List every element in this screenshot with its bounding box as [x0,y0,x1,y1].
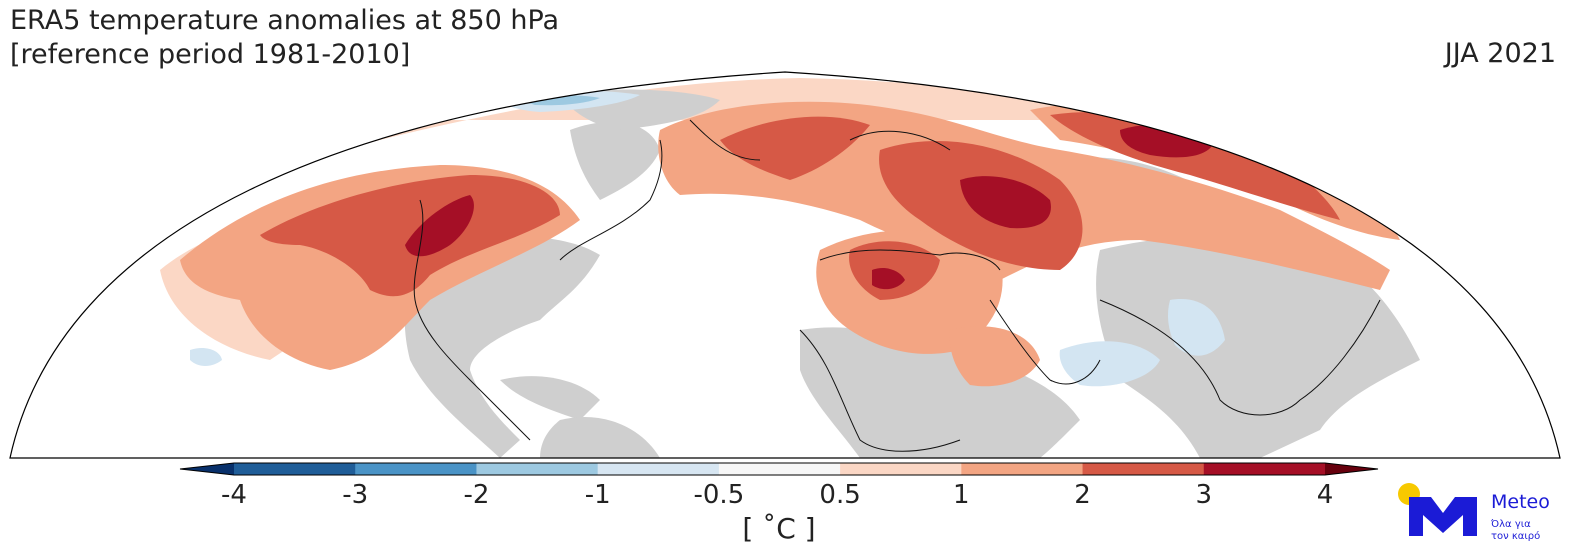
north-africa-extreme [872,268,905,290]
north-atlantic-strong [720,116,870,180]
colorbar-segment [234,463,356,475]
meteo-logo-mark [1398,483,1477,536]
na-west-strong [260,175,560,297]
logo-tagline-1: Όλα για [1491,519,1531,530]
logo-tagline-2: τον καιρό [1491,531,1541,542]
colorbar [179,462,1379,476]
colorbar-segment [1203,463,1326,475]
colorbar-segment [355,463,477,475]
map-outline [9,71,1561,459]
colorbar-segment [961,463,1084,475]
africa-land [800,327,1080,458]
colorbar-extend-low [180,463,234,475]
logo-name: Meteo [1491,491,1550,513]
russia-extreme [960,176,1051,229]
arabian-sea-cool [1059,341,1160,387]
colorbar-segment [476,463,599,475]
colorbar-extend-high [1325,463,1378,475]
colorbar-tick-label: -3 [342,480,369,510]
anomaly-map [9,71,1561,459]
north-america-land [404,236,600,458]
colorbar-tick-label: 1 [953,480,970,510]
map-subtitle: [reference period 1981-2010] [10,39,411,70]
colorbar-tick-label: -4 [221,480,247,510]
colorbar-tick-label: -2 [463,480,490,510]
colorbar-segment [597,463,720,475]
colorbar-tick-label: 0.5 [819,480,861,510]
title-block: ERA5 temperature anomalies at 850 hPa [r… [10,4,559,72]
m-mark-icon [1409,497,1477,536]
season-label: JJA 2021 [1444,38,1556,69]
greenland-neutral [570,121,660,200]
meteo-logo: Meteo Όλα για τον καιρό [1397,481,1567,551]
colorbar-tick-label: -0.5 [693,480,745,510]
map-title: ERA5 temperature anomalies at 850 hPa [10,5,560,36]
coastlines [413,119,1381,452]
south-america-land [540,416,660,458]
na-pacific-nw-extreme [405,195,474,257]
colorbar-segment [718,463,841,475]
colorbar-segment [1082,463,1205,475]
colorbar-segment [840,463,962,475]
colorbar-tick-label: 2 [1074,480,1091,510]
colorbar-tick-label: 3 [1195,480,1213,510]
middle-east-warm [949,326,1040,387]
asia-land [1096,236,1420,458]
pacific-cool [190,348,222,366]
colorbar-outline [179,462,1379,476]
colorbar-tick-label: 4 [1316,480,1334,510]
india-cool [1167,299,1225,356]
colorbar-tick-label: -1 [584,480,611,510]
caribbean-land [500,376,600,420]
colorbar-unit: [ ˚C ] [742,512,816,545]
